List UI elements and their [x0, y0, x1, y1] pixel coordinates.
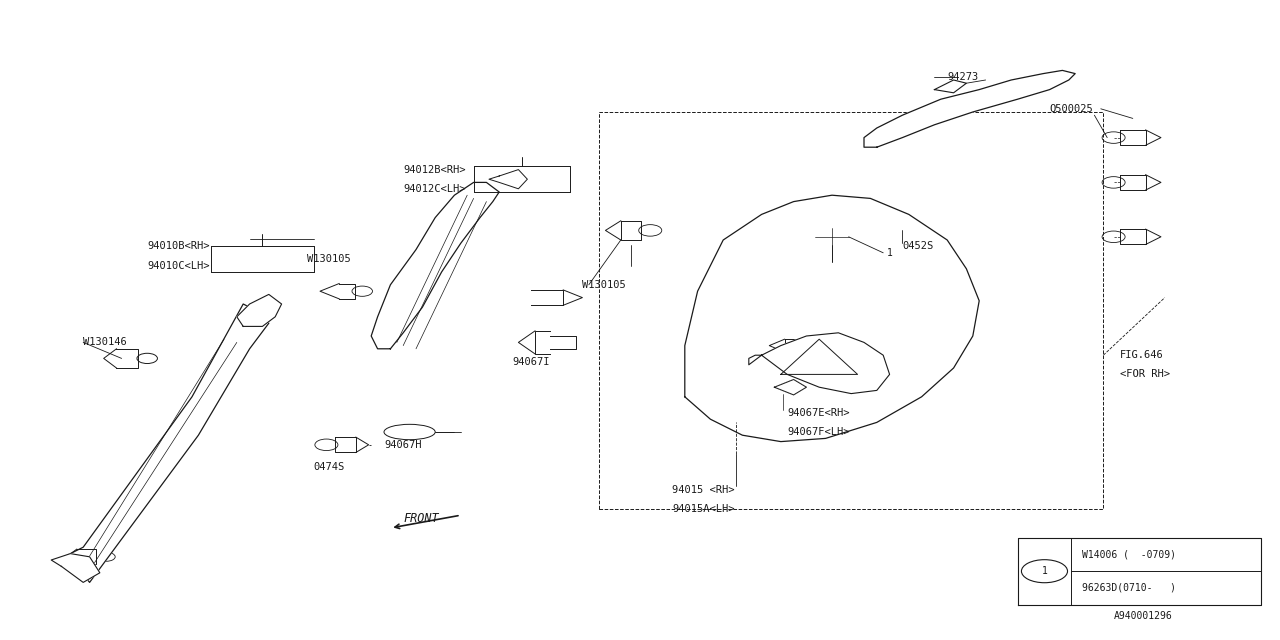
Text: 94067E<RH>: 94067E<RH>: [787, 408, 850, 418]
Text: Q500025: Q500025: [1050, 104, 1093, 114]
Text: A940001296: A940001296: [1114, 611, 1172, 621]
Polygon shape: [749, 333, 890, 394]
Text: FIG.646: FIG.646: [1120, 350, 1164, 360]
Text: 94015 <RH>: 94015 <RH>: [672, 484, 735, 495]
Text: W130105: W130105: [307, 254, 351, 264]
Polygon shape: [51, 554, 100, 582]
Text: 94012C<LH>: 94012C<LH>: [403, 184, 466, 194]
Text: 0474S: 0474S: [314, 462, 344, 472]
Polygon shape: [237, 294, 282, 326]
Text: 96263D(0710-   ): 96263D(0710- ): [1082, 583, 1175, 593]
Text: 94015A<LH>: 94015A<LH>: [672, 504, 735, 514]
Text: 94273: 94273: [947, 72, 978, 82]
Text: W14006 (  -0709): W14006 ( -0709): [1082, 549, 1175, 559]
Text: 94067I: 94067I: [512, 356, 549, 367]
Polygon shape: [774, 380, 806, 395]
Text: 94067H: 94067H: [384, 440, 421, 450]
Polygon shape: [864, 70, 1075, 147]
Text: 0452S: 0452S: [902, 241, 933, 252]
Text: FRONT: FRONT: [403, 512, 439, 525]
Polygon shape: [371, 182, 499, 349]
Text: 94067F<LH>: 94067F<LH>: [787, 427, 850, 437]
Ellipse shape: [384, 424, 435, 440]
Text: W130146: W130146: [83, 337, 127, 348]
Text: 94012B<RH>: 94012B<RH>: [403, 164, 466, 175]
Polygon shape: [685, 195, 979, 442]
Text: 0474S: 0474S: [813, 350, 844, 360]
Text: 94010B<RH>: 94010B<RH>: [147, 241, 210, 252]
Text: 94010C<LH>: 94010C<LH>: [147, 260, 210, 271]
Text: <FOR RH>: <FOR RH>: [1120, 369, 1170, 380]
Polygon shape: [64, 304, 269, 582]
Text: 1: 1: [1042, 566, 1047, 576]
Text: W130105: W130105: [582, 280, 626, 290]
Text: 1: 1: [887, 248, 892, 258]
